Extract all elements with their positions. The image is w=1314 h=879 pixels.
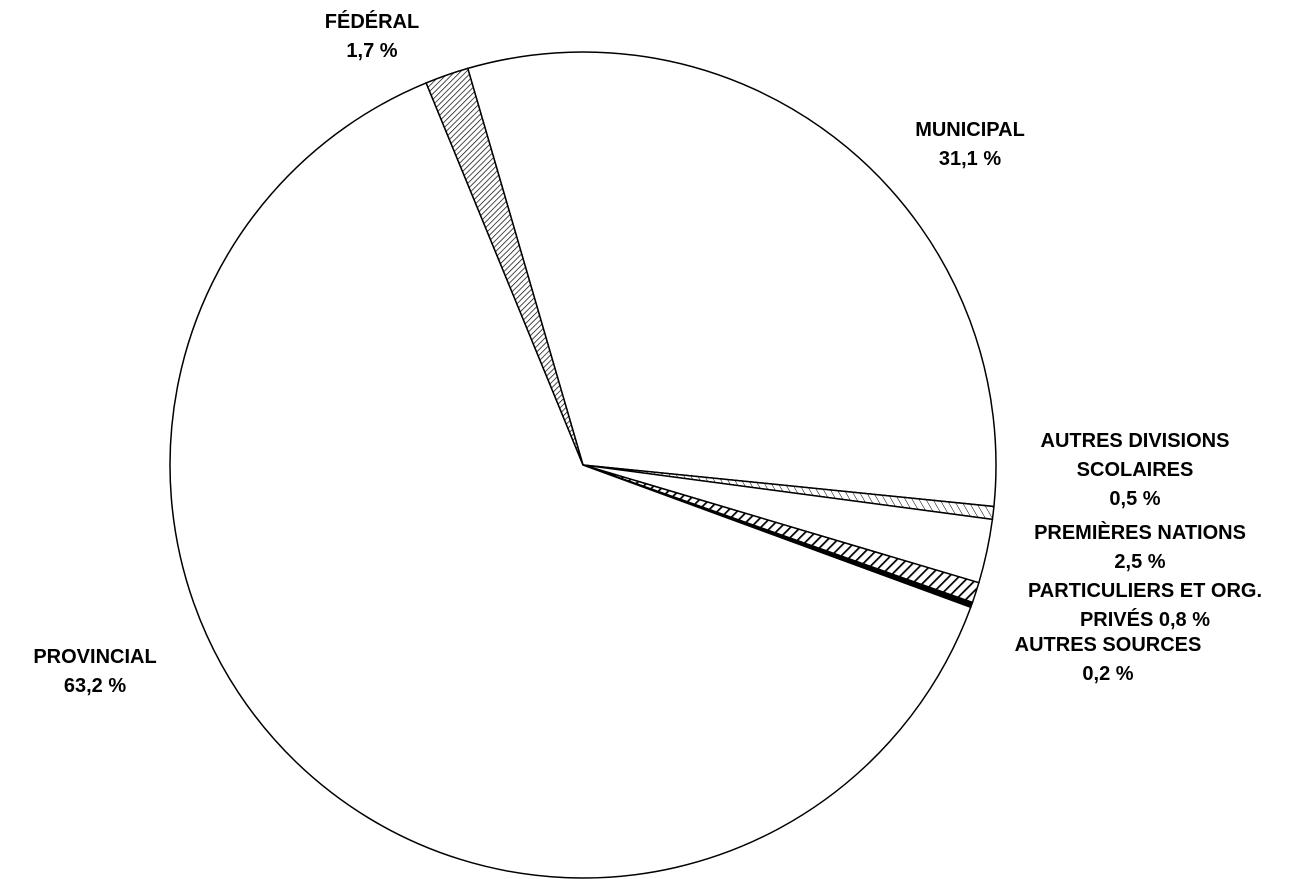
category-label: AUTRES DIVISIONS SCOLAIRES (1040, 430, 1230, 481)
category-label: PROVINCIAL (33, 646, 157, 668)
slice-label: FÉDÉRAL 1,7 % (272, 8, 472, 66)
category-label: AUTRES SOURCES (1014, 634, 1202, 656)
slice-label: PREMIÈRES NATIONS 2,5 % (990, 519, 1290, 577)
slice-label: AUTRES SOURCES 0,2 % (978, 631, 1238, 689)
category-label: PARTICULIERS ET ORG. PRIVÉS (1027, 580, 1263, 631)
slice-label: PARTICULIERS ET ORG. PRIVÉS 0,8 % (995, 577, 1295, 635)
category-label: MUNICIPAL (915, 119, 1025, 141)
slice-label: PROVINCIAL 63,2 % (0, 643, 195, 701)
category-label: FÉDÉRAL (324, 11, 420, 33)
value-label: 1,7 % (346, 40, 398, 62)
value-label: 2,5 % (1114, 551, 1166, 573)
value-label: 31,1 % (938, 148, 1002, 170)
pie-slice (425, 67, 584, 466)
value-label: 0,2 % (1082, 663, 1134, 685)
pie-slice (169, 81, 972, 879)
category-label: PREMIÈRES NATIONS (1034, 522, 1246, 544)
value-label: 0,5 % (1109, 488, 1161, 510)
pie-slice (466, 51, 997, 508)
slice-label: AUTRES DIVISIONS SCOLAIRES 0,5 % (1005, 427, 1265, 514)
value-label: 63,2 % (63, 675, 127, 697)
value-label: 0,8 % (1158, 609, 1211, 631)
slice-label: MUNICIPAL 31,1 % (870, 116, 1070, 174)
